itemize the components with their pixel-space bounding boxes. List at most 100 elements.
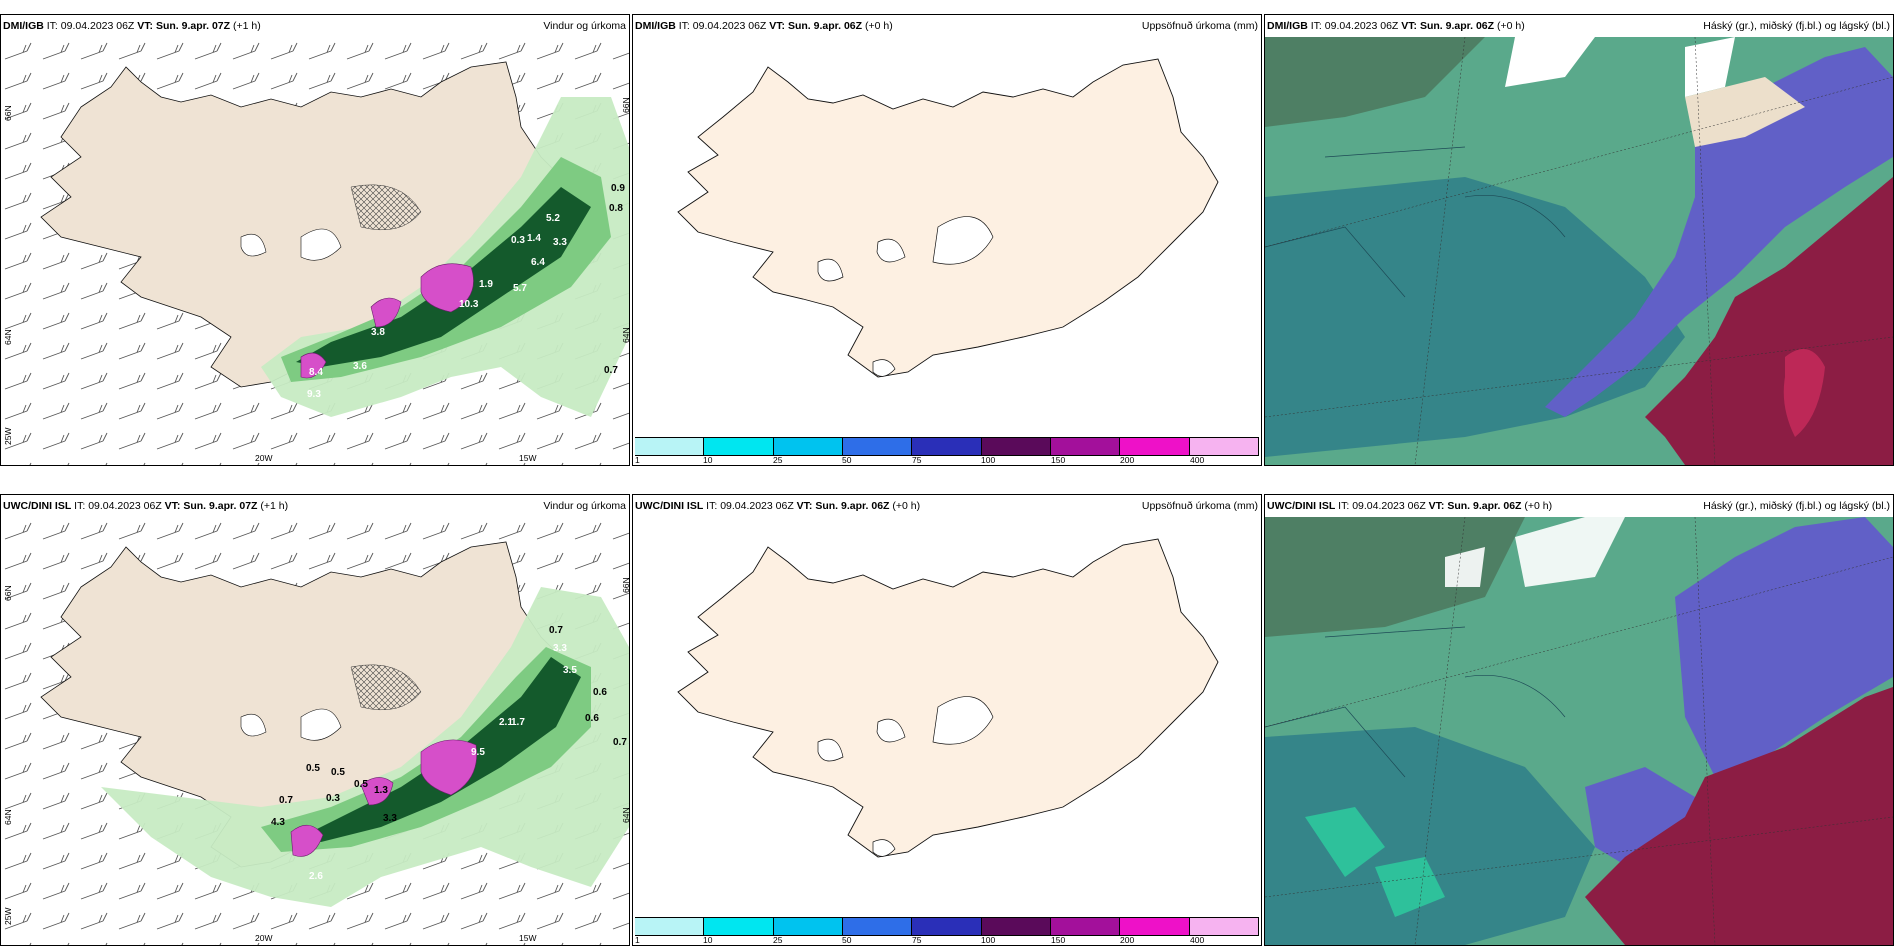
iceland-land — [677, 58, 1219, 378]
panel-clouds-dmi: DMI/IGB IT: 09.04.2023 06Z VT: Sun. 9.ap… — [1264, 14, 1894, 466]
lead-time: (+0 h) — [1524, 500, 1553, 512]
lon-label: 15W — [519, 453, 537, 463]
init-time: 09.04.2023 06Z — [692, 20, 767, 32]
precip-value: 0.3 — [511, 235, 525, 246]
colorbar: 1 10 25 50 75 100 150 200 400 — [633, 437, 1261, 465]
precip-value: 0.7 — [549, 625, 563, 636]
precip-value: 6.4 — [531, 257, 545, 268]
colorbar-cell — [1050, 438, 1121, 455]
precip-value: 0.7 — [279, 795, 293, 806]
field-name: Háský (gr.), miðský (fj.bl.) og lágský (… — [1703, 20, 1890, 32]
colorbar-cell — [1050, 918, 1121, 935]
lat-label: 66N — [3, 105, 13, 121]
panel-accum-precip-dmi: DMI/IGB IT: 09.04.2023 06Z VT: Sun. 9.ap… — [632, 14, 1262, 466]
precip-value: 0.5 — [331, 767, 345, 778]
precip-value: 3.3 — [383, 813, 397, 824]
map-area: 0.7 3.3 3.5 0.6 0.6 0.7 2.1 1.7 9.5 0.5 … — [1, 517, 629, 945]
it-prefix: IT: — [46, 20, 58, 32]
vt-prefix: VT: — [137, 20, 154, 32]
colorbar-tick: 200 — [1120, 935, 1135, 945]
cloud-low-fill — [1585, 687, 1893, 945]
model-name: UWC/DINI ISL — [635, 500, 704, 512]
map-area — [1265, 517, 1893, 945]
precip-value: 0.6 — [585, 713, 599, 724]
valid-time: Sun. 9.apr. 06Z — [815, 500, 890, 512]
map-area: 0.9 0.8 5.2 3.3 1.4 0.3 6.4 5.7 10.3 1.9… — [1, 37, 629, 465]
precip-value: 3.3 — [553, 237, 567, 248]
panel-header: DMI/IGB IT: 09.04.2023 06Z VT: Sun. 9.ap… — [1265, 15, 1893, 37]
precip-value: 0.9 — [611, 183, 625, 194]
init-time: 09.04.2023 06Z — [1324, 20, 1399, 32]
it-prefix: IT: — [1338, 500, 1350, 512]
precip-value: 0.5 — [306, 763, 320, 774]
colorbar-cell — [842, 438, 913, 455]
model-name: DMI/IGB — [3, 20, 44, 32]
colorbar-tick: 75 — [912, 935, 922, 945]
precip-value: 1.3 — [374, 785, 388, 796]
colorbar-tick: 150 — [1051, 455, 1066, 465]
field-name: Vindur og úrkoma — [543, 500, 626, 512]
valid-time: Sun. 9.apr. 07Z — [155, 20, 231, 32]
precip-light — [101, 587, 629, 907]
field-name: Háský (gr.), miðský (fj.bl.) og lágský (… — [1703, 500, 1890, 512]
field-name: Vindur og úrkoma — [543, 20, 626, 32]
vt-prefix: VT: — [1428, 500, 1445, 512]
colorbar-cell — [704, 438, 774, 455]
model-name: UWC/DINI ISL — [1267, 500, 1336, 512]
lead-time: (+1 h) — [232, 20, 261, 32]
precip-heavy — [290, 739, 477, 857]
lon-label: 15W — [519, 933, 537, 943]
precip-value: 1.9 — [479, 279, 493, 290]
precip-value: 0.8 — [609, 203, 623, 214]
precip-value: 8.4 — [309, 367, 323, 378]
lat-label: 66N — [3, 585, 13, 601]
colorbar-tick: 100 — [981, 455, 996, 465]
lead-time: (+0 h) — [1496, 20, 1525, 32]
colorbar-tick: 50 — [842, 455, 852, 465]
colorbar-cell — [1189, 918, 1259, 935]
colorbar-cell — [981, 918, 1051, 935]
lat-label: 64N — [621, 807, 630, 823]
panel-header: UWC/DINI ISL IT: 09.04.2023 06Z VT: Sun.… — [1, 495, 629, 517]
precip-value: 0.3 — [326, 793, 340, 804]
precip-value: 3.5 — [563, 665, 577, 676]
lat-label: 64N — [621, 327, 630, 343]
model-name: DMI/IGB — [635, 20, 676, 32]
panel-header: DMI/IGB IT: 09.04.2023 06Z VT: Sun. 9.ap… — [1, 15, 629, 37]
precip-value: 5.2 — [546, 213, 560, 224]
lead-time: (+1 h) — [260, 500, 289, 512]
colorbar-cell — [1189, 438, 1259, 455]
cloud-mid-fill — [1675, 517, 1893, 777]
lead-time: (+0 h) — [892, 500, 921, 512]
lon-label: 20W — [255, 453, 273, 463]
colorbar-cell — [842, 918, 913, 935]
colorbar-tick: 400 — [1190, 935, 1205, 945]
colorbar-cell — [1120, 438, 1190, 455]
colorbar-cell — [912, 918, 982, 935]
precip-value: 5.7 — [513, 283, 527, 294]
colorbar: 1 10 25 50 75 100 150 200 400 — [633, 917, 1261, 945]
vt-prefix: VT: — [1401, 20, 1418, 32]
colorbar-tick: 25 — [773, 935, 783, 945]
panel-accum-precip-uwc: UWC/DINI ISL IT: 09.04.2023 06Z VT: Sun.… — [632, 494, 1262, 946]
map-area — [633, 517, 1261, 917]
precip-mid — [281, 157, 611, 382]
precip-mid — [261, 647, 591, 852]
precip-value: 0.7 — [613, 737, 627, 748]
colorbar-cell — [635, 438, 705, 455]
precip-value: 3.3 — [553, 643, 567, 654]
colorbar-cell — [981, 438, 1051, 455]
it-prefix: IT: — [74, 500, 86, 512]
colorbar-cell — [912, 438, 982, 455]
colorbar-cell — [773, 918, 843, 935]
lon-label: 25W — [3, 427, 13, 445]
vt-prefix: VT: — [769, 20, 786, 32]
colorbar-tick: 1 — [635, 455, 640, 465]
panel-header: UWC/DINI ISL IT: 09.04.2023 06Z VT: Sun.… — [1265, 495, 1893, 517]
panel-wind-precip-dmi: DMI/IGB IT: 09.04.2023 06Z VT: Sun. 9.ap… — [0, 14, 630, 466]
colorbar-cell — [704, 918, 774, 935]
field-name: Uppsöfnuð úrkoma (mm) — [1141, 20, 1258, 32]
panel-clouds-uwc: UWC/DINI ISL IT: 09.04.2023 06Z VT: Sun.… — [1264, 494, 1894, 946]
precip-value: 4.3 — [271, 817, 285, 828]
colorbar-cell — [635, 918, 705, 935]
